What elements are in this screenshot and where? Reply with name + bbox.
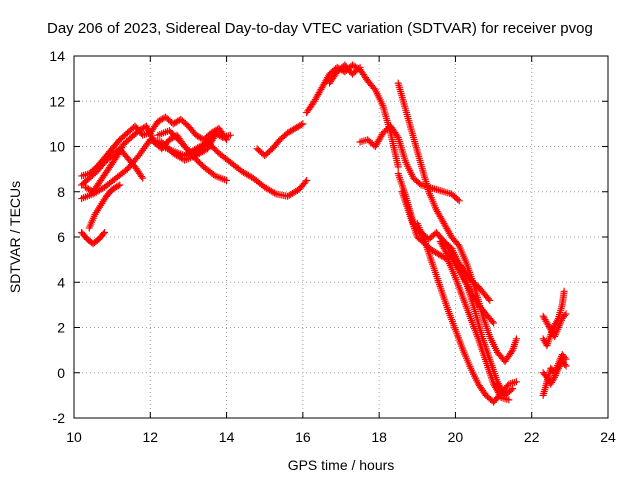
data-point: [486, 296, 494, 304]
y-tick-label: 4: [57, 274, 65, 290]
data-point: [488, 317, 496, 325]
data-point: [561, 360, 569, 368]
data-point: [561, 311, 569, 319]
series-track-t: [539, 357, 570, 388]
data-point: [561, 354, 569, 362]
series-track-e: [78, 228, 109, 248]
data-point: [271, 189, 279, 197]
data-point: [512, 378, 520, 386]
y-axis-label: SDTVAR / TECUs: [7, 181, 23, 293]
series-track-i: [253, 120, 307, 160]
data-point: [138, 173, 146, 181]
data-point: [562, 362, 570, 370]
y-tick-label: 12: [49, 93, 65, 109]
x-tick-label: 20: [448, 429, 464, 445]
y-tick-label: 6: [57, 229, 65, 245]
y-tick-label: -2: [53, 410, 66, 426]
series-track-f: [85, 181, 124, 232]
data-point: [454, 241, 462, 249]
data-point: [303, 176, 311, 184]
x-tick-label: 14: [219, 429, 235, 445]
data-points: [78, 61, 570, 406]
data-point: [512, 335, 520, 343]
data-point: [101, 228, 109, 236]
data-point: [226, 131, 234, 139]
series-track-m: [394, 79, 520, 365]
y-tick-label: 2: [57, 320, 65, 336]
data-point: [297, 121, 305, 129]
data-point: [553, 316, 561, 324]
data-point: [454, 195, 462, 203]
x-tick-label: 22: [524, 429, 540, 445]
data-point: [455, 197, 463, 205]
data-point: [484, 295, 492, 303]
data-point: [99, 230, 107, 238]
series-track-h: [154, 127, 231, 184]
data-point: [562, 355, 570, 363]
series-track-v: [539, 287, 568, 350]
data-point: [299, 120, 307, 128]
data-point: [507, 386, 515, 394]
data-point: [490, 319, 498, 327]
y-tick-label: 0: [57, 365, 65, 381]
data-point: [223, 176, 231, 184]
series-track-r: [436, 238, 494, 304]
data-point: [505, 396, 513, 404]
series-track-c: [78, 145, 147, 189]
data-point: [116, 181, 124, 189]
y-tick-label: 8: [57, 184, 65, 200]
data-point: [355, 65, 363, 73]
series-track-l: [356, 122, 463, 205]
y-tick-label: 14: [49, 48, 65, 64]
data-point: [508, 348, 516, 356]
data-point: [156, 142, 164, 150]
series-track-k: [326, 61, 364, 87]
data-point: [301, 178, 309, 186]
data-point: [356, 63, 364, 71]
x-tick-label: 10: [66, 429, 82, 445]
data-point: [560, 287, 568, 295]
grid-lines: [74, 56, 608, 418]
data-point: [114, 182, 122, 190]
data-point: [393, 132, 401, 140]
data-point: [550, 375, 558, 383]
data-point: [394, 163, 402, 171]
x-axis-label: GPS time / hours: [288, 457, 395, 473]
x-tick-label: 24: [600, 429, 616, 445]
y-tick-label: 10: [49, 139, 65, 155]
series-track-p: [413, 219, 520, 406]
data-point: [139, 174, 147, 182]
data-point: [209, 171, 217, 179]
x-tick-label: 12: [142, 429, 158, 445]
x-tick-label: 16: [295, 429, 311, 445]
data-point: [562, 310, 570, 318]
series-track-g: [146, 136, 311, 200]
chart-title: Day 206 of 2023, Sidereal Day-to-day VTE…: [47, 20, 593, 37]
x-tick-label: 18: [371, 429, 387, 445]
